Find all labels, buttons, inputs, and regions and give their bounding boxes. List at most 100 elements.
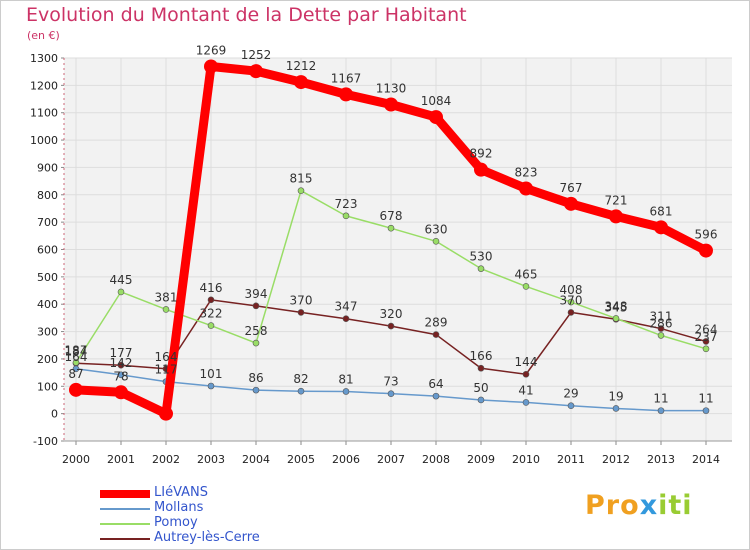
data-label: 311 (650, 310, 673, 324)
data-point (117, 371, 125, 379)
data-label: 721 (605, 193, 628, 207)
data-label: 81 (338, 372, 353, 386)
data-point (522, 370, 530, 378)
data-label: 264 (695, 322, 718, 336)
data-point (609, 209, 623, 224)
data-label: 87 (68, 367, 83, 381)
data-point (114, 385, 128, 400)
data-point (252, 339, 260, 347)
data-point (699, 243, 713, 258)
data-point (702, 345, 710, 353)
legend-label: Autrey-lès-Cerre (154, 530, 260, 545)
chart-unit-label: (en €) (27, 29, 60, 42)
data-point (474, 162, 488, 177)
data-point (69, 382, 83, 397)
data-point (657, 325, 665, 332)
y-tick-label: 600 (37, 244, 58, 257)
data-label: 78 (113, 369, 128, 383)
data-point (342, 315, 350, 323)
data-point (387, 224, 395, 232)
brand-letter: i (658, 490, 669, 521)
data-label: 289 (425, 316, 448, 330)
data-point (117, 288, 125, 296)
data-point (612, 405, 620, 412)
data-label: 596 (695, 228, 718, 242)
data-point (387, 322, 395, 330)
y-tick-label: 300 (37, 326, 58, 339)
data-labels: 87 78 1269 1252 1212 1167 1130 1084 892 823 767 721… (65, 43, 718, 405)
series-lines (69, 59, 713, 421)
data-point (342, 388, 350, 395)
data-point (702, 407, 710, 414)
data-point (564, 196, 578, 211)
data-point (567, 298, 575, 306)
data-label: 370 (290, 293, 313, 307)
data-label: 29 (563, 387, 578, 401)
data-point (654, 220, 668, 235)
legend-swatch (100, 538, 150, 540)
data-label: 166 (470, 349, 493, 363)
data-point (432, 237, 440, 245)
data-label: 101 (200, 367, 223, 381)
legend-item: Mollans (100, 500, 300, 517)
data-point (72, 365, 80, 373)
data-point (297, 387, 305, 395)
data-point (252, 386, 260, 394)
data-label: 142 (110, 356, 133, 370)
data-point (657, 407, 665, 414)
data-label: 630 (425, 222, 448, 236)
data-point (432, 331, 440, 338)
x-tick-label: 2002 (152, 453, 180, 466)
series-1 (72, 365, 710, 414)
data-label: 1269 (196, 43, 227, 57)
data-label: 678 (380, 209, 403, 223)
data-label: 82 (293, 372, 308, 386)
y-tick-label: 100 (37, 380, 58, 393)
data-point (117, 361, 125, 369)
data-point (159, 406, 173, 421)
data-label: 767 (560, 181, 583, 195)
data-label: 823 (515, 165, 538, 179)
y-tick-label: 700 (37, 216, 58, 229)
data-point (429, 110, 443, 125)
y-tick-label: 1000 (30, 134, 58, 147)
y-tick-label: 800 (37, 189, 58, 202)
x-tick-label: 2001 (107, 453, 135, 466)
x-tick-label: 2008 (422, 453, 450, 466)
legend-item: Autrey-lès-Cerre (100, 530, 300, 547)
data-label: 1167 (331, 71, 362, 85)
x-axis: 2000 2001 2002 2003 2004 2005 2006 2007 2008 2009… (62, 440, 732, 466)
data-point (522, 283, 530, 290)
data-label: 19 (608, 389, 623, 403)
x-tick-label: 2005 (287, 453, 315, 466)
data-point (207, 296, 215, 304)
data-label: 320 (380, 307, 403, 321)
x-tick-label: 2006 (332, 453, 360, 466)
data-label: 1084 (421, 94, 452, 108)
data-label: 64 (428, 377, 443, 391)
chart-title: Evolution du Montant de la Dette par Hab… (26, 4, 467, 26)
data-point (387, 390, 395, 397)
data-label: 815 (290, 172, 313, 186)
data-point (249, 64, 263, 79)
data-label: 465 (515, 267, 538, 281)
x-tick-label: 2013 (647, 453, 675, 466)
data-label: 41 (518, 383, 533, 397)
y-tick-label: 500 (37, 271, 58, 284)
data-label: 237 (695, 330, 718, 344)
legend-swatch (100, 508, 150, 510)
y-tick-label: 1200 (30, 79, 58, 92)
data-point (252, 302, 260, 310)
data-point (204, 59, 218, 74)
series-2 (72, 187, 710, 366)
data-label: 164 (155, 350, 178, 364)
legend-swatch (100, 490, 150, 498)
data-label: 394 (245, 287, 268, 301)
data-label: 177 (110, 346, 133, 360)
x-tick-label: 2000 (62, 453, 90, 466)
data-point (477, 396, 485, 404)
x-tick-label: 2007 (377, 453, 405, 466)
data-label: 187 (65, 343, 88, 357)
data-point (342, 212, 350, 220)
